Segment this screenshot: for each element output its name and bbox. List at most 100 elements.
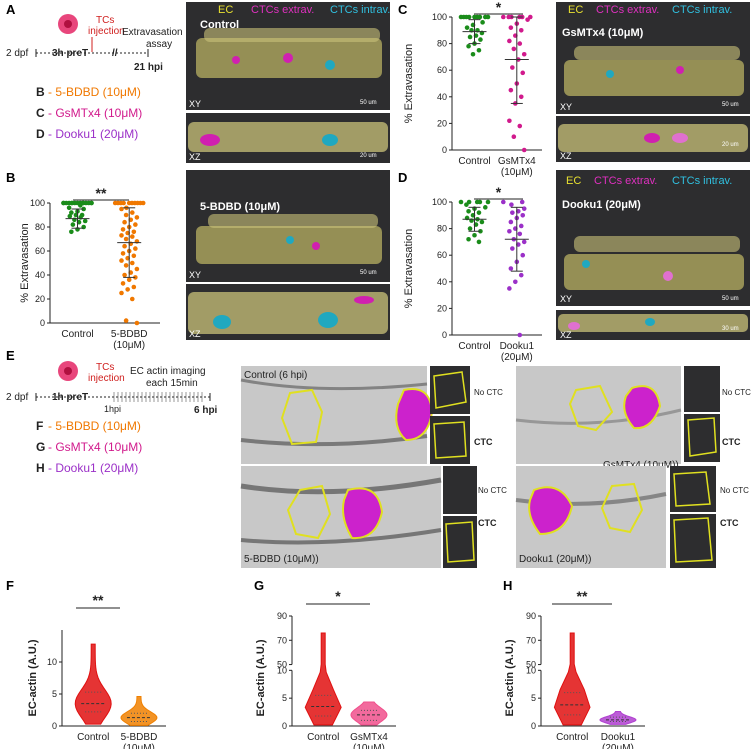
data-point [122,272,127,278]
data-point [517,332,523,338]
axis-xz-label: XZ [189,329,201,339]
actin-inset-dooku1: No CTC CTC [670,466,749,568]
x-tick-label: Control [307,732,339,743]
label-no-ctc: No CTC [474,388,503,397]
schema-e-injection-l2: injection [88,373,125,384]
panel-letter-f: F [6,578,14,593]
list-treatment: - Dooku1 (20μM) [48,461,138,475]
y-tick-label: 100 [30,198,45,208]
ctc-intrav-cell [286,236,294,244]
inset-no-ctc [684,366,720,412]
micrograph-d: EC CTCs extrav. CTCs intrav. Dooku1 (20μ… [556,170,750,340]
data-point [78,203,83,208]
y-tick-label: 90 [277,611,287,621]
actin-inset-gsmtx4: No CTC CTC [684,366,751,462]
data-point [506,14,512,20]
actin-fiber [240,378,428,391]
violin-body [553,632,591,726]
data-point [119,206,124,212]
data-point [458,199,464,205]
data-point [510,210,515,215]
inset-outline [687,417,717,457]
data-point [466,236,471,242]
inset-outline [673,471,711,507]
data-point [520,252,526,258]
data-point [508,219,514,225]
y-tick-label: 0 [40,318,45,328]
data-point [119,258,124,263]
y-tick-label: 10 [277,665,287,675]
y-tick-label: 40 [437,277,447,287]
data-point [125,287,130,292]
data-point [479,219,485,225]
data-point [501,199,506,205]
significance-stars: * [496,0,502,15]
data-point [507,228,512,234]
x-tick-label: (10μM) [113,340,145,351]
y-tick-label: 80 [437,224,447,234]
data-point [129,260,135,266]
axis-xy-label: XY [560,102,572,112]
vessel-render [574,236,740,252]
inset-ctc [443,516,477,568]
micrograph-c: EC CTCs extrav. CTCs intrav. GsMTx4 (10μ… [556,2,750,162]
y-tick-label: 0 [442,145,447,155]
y-axis-label: % Extravasation [403,44,415,123]
data-point [61,200,66,206]
schema-a-dpf: 2 dpf [6,48,28,59]
ctc-extrav-cell [672,133,688,143]
data-point [133,222,138,227]
data-point [478,37,483,42]
ctc-cell-outline [395,388,434,442]
y-tick-label: 80 [437,39,447,49]
data-point [69,210,74,215]
vessel-render [188,292,388,334]
ctc-extrav-cell [312,242,320,250]
data-point [135,200,140,206]
schema-e-start: 1hpi [104,404,121,414]
data-point [131,253,137,259]
y-tick-label: 20 [437,118,447,128]
schema-e-dpf: 2 dpf [6,392,28,403]
vessel-render [574,46,740,60]
y-tick-label: 0 [282,721,287,731]
label-ctc: CTC [478,518,497,528]
vessel-render [564,254,744,290]
label-no-ctc: No CTC [478,486,507,495]
data-point [517,41,523,46]
data-point [123,318,129,323]
scale-bar-label: 30 um [722,326,739,332]
x-tick-label: (20μM) [501,352,533,363]
y-tick-label: 10 [47,657,57,667]
data-point [508,266,514,271]
data-point [518,28,524,33]
data-point [466,43,471,49]
list-treatment: - GsMTx4 (10μM) [48,106,142,120]
actin-inset-control: No CTC CTC [430,366,503,464]
data-point [131,229,137,235]
x-tick-label: Control [458,156,490,167]
actin-image-gsmtx4: GsMTx4 (10μM)) [515,366,682,471]
micrograph-c-title: GsMTx4 (10μM) [562,27,644,39]
ctc-cell-outline [528,486,574,536]
violin-body [304,632,342,726]
data-point [518,94,524,100]
x-tick-label: Dooku1 [500,341,535,352]
y-axis-label: EC-actin (A.U.) [504,639,516,716]
data-point [467,226,473,231]
significance-stars: ** [577,588,588,604]
actin-label-control: Control (6 hpi) [244,370,307,381]
actin-fiber [240,477,442,495]
list-treatment: - 5-BDBD (10μM) [48,85,141,99]
chart-d: 0 20 40 60 80 100 % Extravasation Control Dooku1… [403,184,542,363]
y-tick-label: 20 [437,303,447,313]
data-point [518,223,524,229]
significance-stars: * [335,588,341,604]
micrograph-b: 5-BDBD (10μM) XY 50 um XZ [186,170,390,340]
violin-body [599,711,637,725]
ctc-intrav-cell [325,60,335,70]
label-ctc: CTC [722,437,741,447]
x-tick-label: GsMTx4 [498,156,536,167]
data-point [476,47,482,53]
actin-image-dooku1: Dooku1 (20μM)) [515,466,667,568]
